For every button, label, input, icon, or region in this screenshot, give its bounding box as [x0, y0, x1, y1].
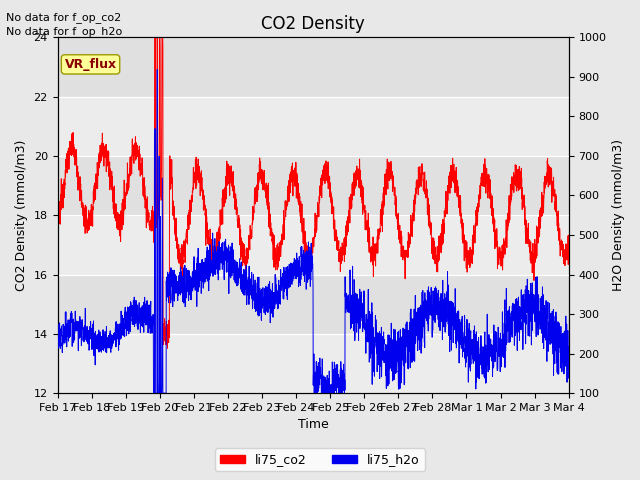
- Legend: li75_co2, li75_h2o: li75_co2, li75_h2o: [215, 448, 425, 471]
- Bar: [58, 215, 569, 275]
- Bar: [58, 334, 569, 393]
- Bar: [58, 96, 569, 156]
- X-axis label: Time: Time: [298, 419, 328, 432]
- Text: No data for f_op_co2: No data for f_op_co2: [6, 12, 122, 23]
- Text: VR_flux: VR_flux: [65, 58, 116, 71]
- Y-axis label: H2O Density (mmol/m3): H2O Density (mmol/m3): [612, 139, 625, 291]
- Y-axis label: CO2 Density (mmol/m3): CO2 Density (mmol/m3): [15, 140, 28, 291]
- Text: No data for f_op_h2o: No data for f_op_h2o: [6, 26, 123, 37]
- Title: CO2 Density: CO2 Density: [261, 15, 365, 33]
